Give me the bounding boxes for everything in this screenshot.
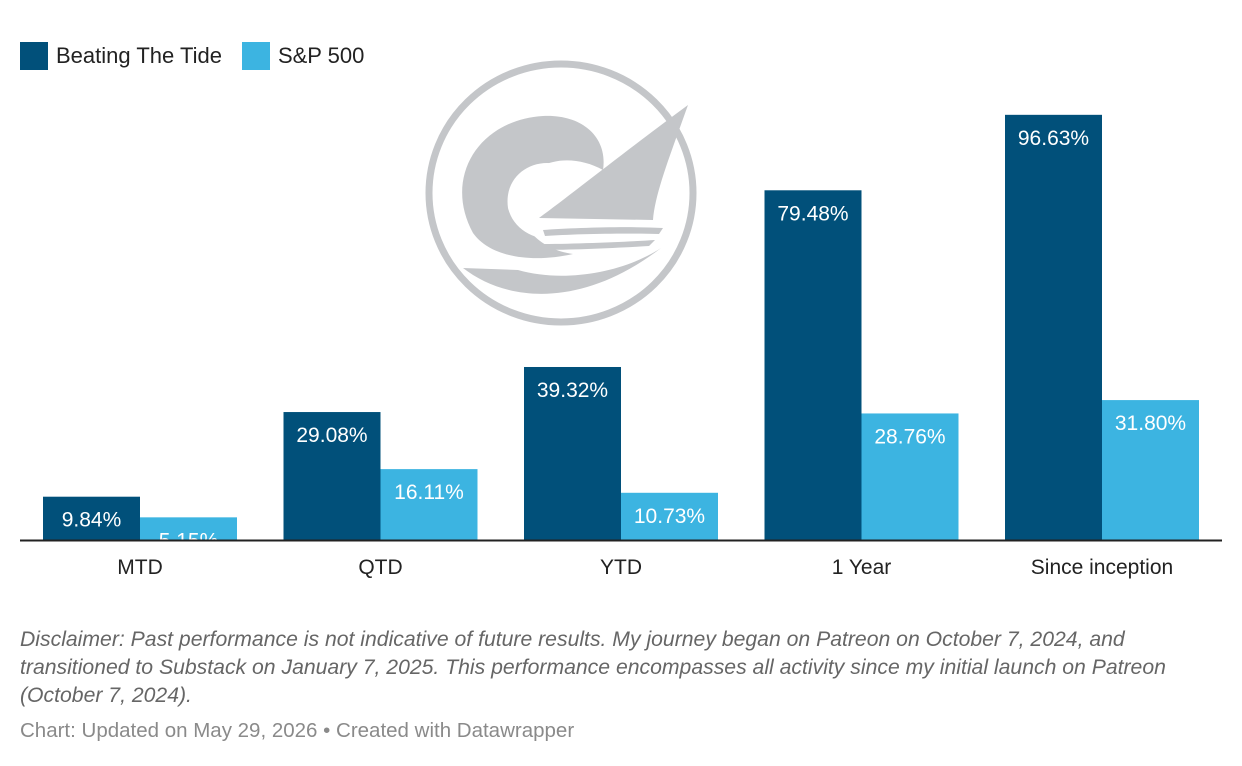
x-tick-label-ytd: YTD [600, 556, 642, 579]
chart-legend: Beating The Tide S&P 500 [20, 42, 364, 70]
chart-footer: Chart: Updated on May 29, 2026 • Created… [20, 719, 575, 742]
legend-label-sp500: S&P 500 [277, 43, 365, 68]
legend-swatch-sp500 [241, 42, 270, 70]
shark-fin-wave-logo-icon [425, 60, 697, 326]
data-label-beating-the-tide-qtd: 29.08% [296, 424, 367, 447]
x-tick-label-1-year: 1 Year [832, 556, 892, 579]
bar-chart: 9.84%5.15%MTD29.08%16.11%QTD39.32%10.73%… [20, 114, 1222, 579]
x-tick-label-since-inception: Since inception [1031, 556, 1173, 579]
bar-s-p-500-ytd [621, 492, 718, 540]
x-tick-label-mtd: MTD [117, 556, 163, 579]
data-label-beating-the-tide-ytd: 39.32% [537, 379, 608, 402]
bar-beating-the-tide-1-year [764, 190, 862, 540]
legend-label-beating-the-tide: Beating The Tide [56, 43, 222, 68]
data-label-s-p-500-1-year: 28.76% [874, 425, 945, 448]
bar-s-p-500-qtd [380, 469, 478, 540]
data-label-s-p-500-ytd: 10.73% [634, 505, 705, 528]
disclaimer-text: Disclaimer: Past performance is not indi… [20, 628, 1166, 707]
legend-swatch-beating-the-tide [20, 42, 48, 70]
bar-s-p-500-mtd [140, 517, 237, 540]
data-label-beating-the-tide-1-year: 79.48% [777, 202, 848, 225]
legend-item-sp500: S&P 500 [241, 42, 365, 70]
bar-s-p-500-1-year [861, 413, 959, 540]
bar-beating-the-tide-since-inception [1005, 114, 1102, 540]
bar-beating-the-tide-mtd [43, 496, 140, 540]
data-label-s-p-500-qtd: 16.11% [394, 481, 464, 504]
data-label-beating-the-tide-mtd: 9.84% [62, 509, 122, 532]
x-tick-label-qtd: QTD [358, 556, 402, 579]
legend-item-beating-the-tide: Beating The Tide [20, 42, 222, 70]
data-label-s-p-500-since-inception: 31.80% [1115, 412, 1186, 435]
bar-s-p-500-since-inception [1102, 400, 1199, 540]
bar-beating-the-tide-qtd [283, 412, 381, 540]
data-label-beating-the-tide-since-inception: 96.63% [1018, 127, 1089, 150]
bar-beating-the-tide-ytd [524, 366, 621, 540]
